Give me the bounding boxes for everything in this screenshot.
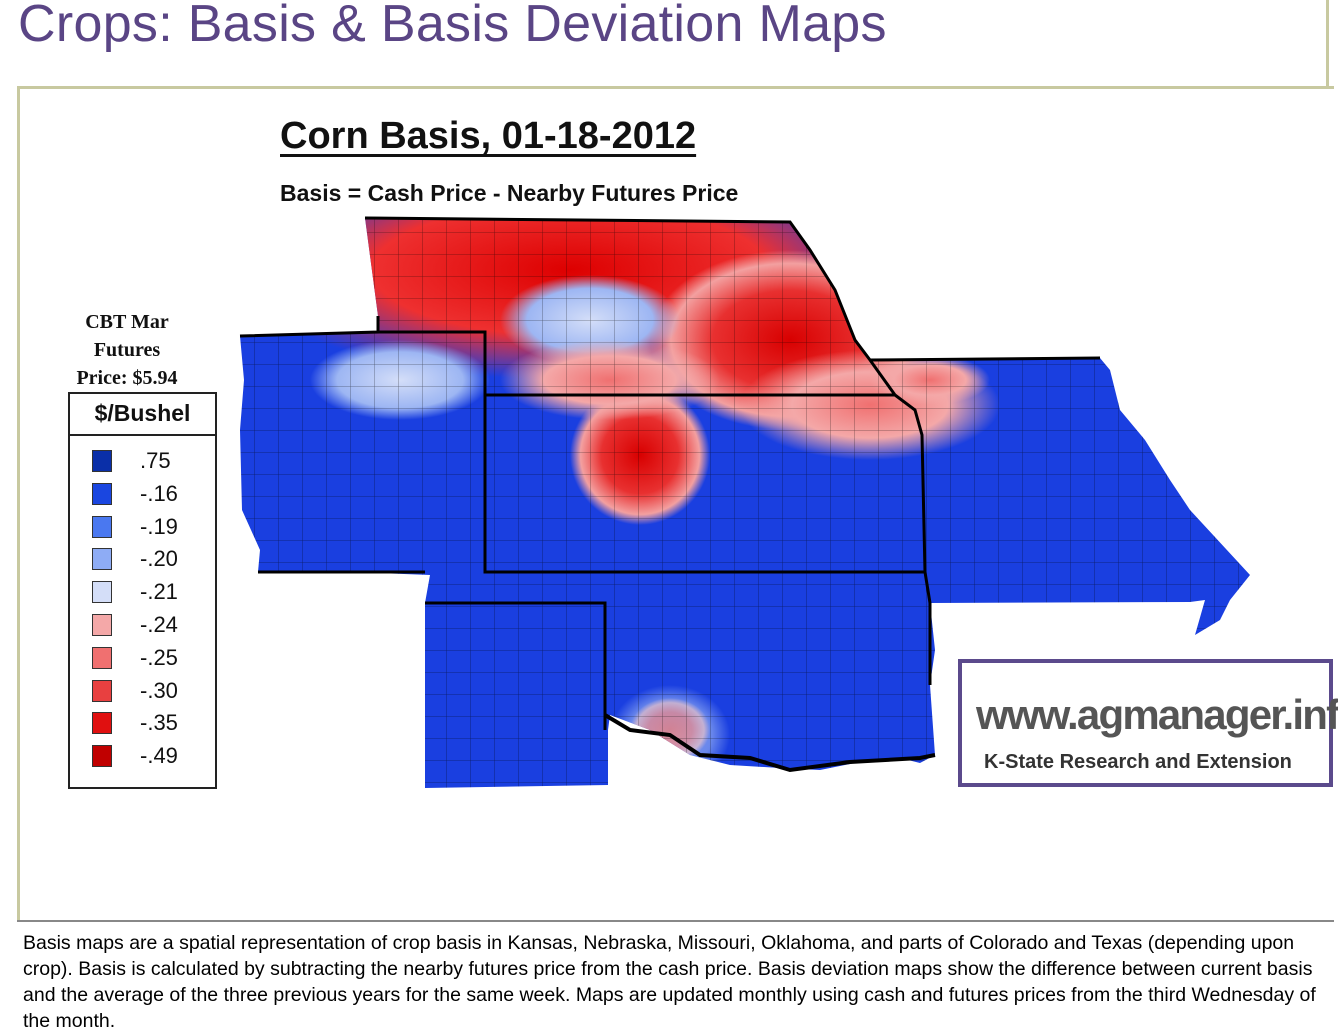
legend-label: .75 (140, 448, 171, 473)
legend-item: -.24 (70, 610, 215, 640)
map-subtitle: Basis = Cash Price - Nearby Futures Pric… (280, 180, 739, 206)
logo-org: K-State Research and Extension (984, 751, 1292, 773)
legend-item: -.16 (70, 479, 215, 509)
legend-swatch (92, 581, 112, 604)
legend-label: -.19 (140, 513, 178, 539)
legend-label: -.21 (140, 579, 178, 605)
legend-divider (70, 434, 215, 436)
legend-swatch (92, 450, 112, 472)
legend-label: -.30 (140, 677, 178, 703)
logo-url: www.agmanager.info (976, 691, 1338, 738)
legend-label: -.16 (140, 480, 178, 506)
legend-item: -.49 (70, 741, 215, 771)
legend-item: -.25 (70, 643, 215, 673)
legend-item: -.35 (70, 708, 215, 738)
futures-price-label: CBT Mar Futures Price: $5.94 (60, 308, 194, 392)
legend-item: -.21 (70, 577, 215, 607)
red-river-border (603, 713, 936, 773)
agmanager-logo: www.agmanager.info K-State Research and … (958, 659, 1338, 787)
missouri-north-border (869, 356, 1101, 362)
state-borders (239, 216, 1101, 773)
legend-item: .75 (70, 446, 215, 476)
page-title: Crops: Basis & Basis Deviation Maps (18, 0, 887, 53)
caption-text: Basis maps are a spatial representation … (17, 920, 1334, 1035)
legend-label: -.49 (140, 743, 178, 769)
futures-line-1: CBT Mar (85, 311, 169, 333)
kansas-border (483, 395, 925, 574)
nebraska-south-border (378, 330, 895, 397)
legend-item: -.30 (70, 676, 215, 706)
legend-item: -.19 (70, 512, 215, 542)
legend-swatch (92, 482, 112, 505)
legend-item: -.20 (70, 544, 215, 574)
legend-label: -.24 (140, 612, 178, 637)
legend-swatch (92, 515, 112, 538)
oklahoma-missouri-border (923, 571, 932, 685)
legend-label: -.20 (140, 546, 178, 572)
legend-title: $/Bushel (94, 400, 191, 426)
map-title: Corn Basis, 01-18-2012 (280, 115, 697, 157)
kansas-missouri-border (894, 393, 927, 573)
legend-label: -.35 (140, 710, 178, 736)
legend-swatch (92, 712, 112, 735)
legend-swatch (92, 614, 112, 636)
legend-swatch (92, 548, 112, 571)
legend-swatch (92, 679, 112, 702)
futures-line-2: Futures (93, 339, 161, 361)
legend-swatch (92, 745, 112, 768)
oklahoma-panhandle-border (425, 601, 607, 730)
futures-line-3: Price: $5.94 (76, 367, 178, 389)
legend-swatch (92, 646, 112, 669)
legend: $/Bushel .75 -.16 -.19 -.20 -.21 -.24 -.25 -.30… (68, 392, 217, 789)
colorado-north-border (239, 316, 380, 338)
legend-label: -.25 (140, 644, 178, 670)
basis-map (239, 216, 1250, 788)
